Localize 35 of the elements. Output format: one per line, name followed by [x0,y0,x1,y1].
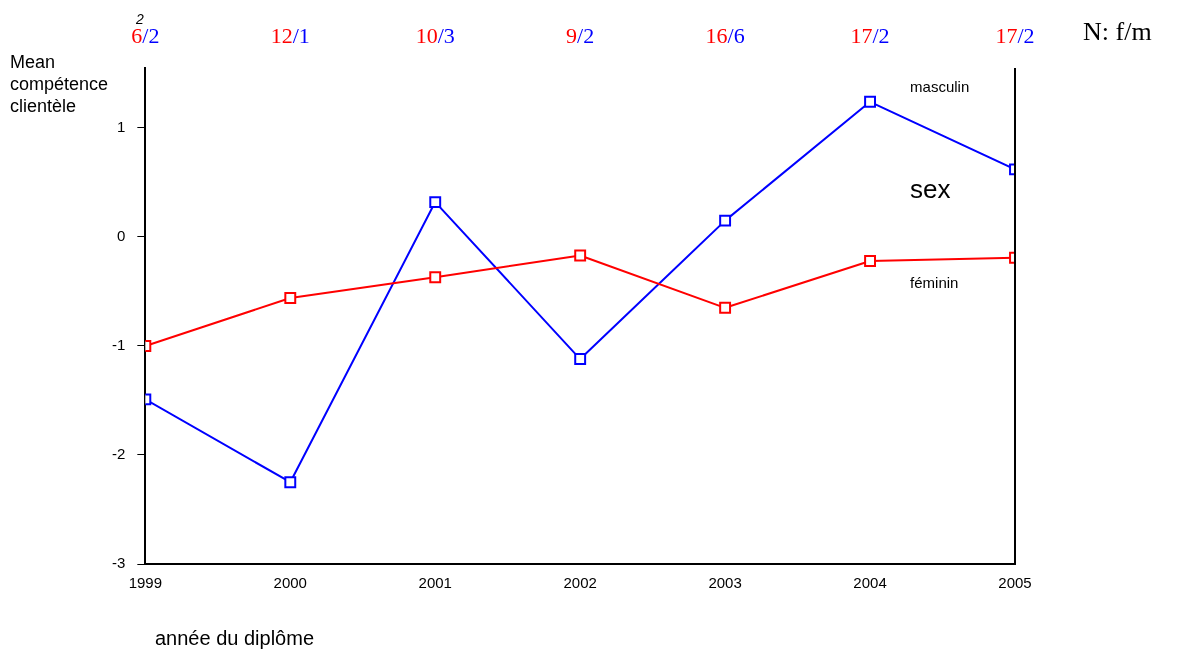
text: 17/2 [995,23,1035,48]
text: 17/2 [850,23,890,48]
point [864,95,877,108]
x-tick-label: 2002 [563,574,597,592]
y-axis-title: Mean compétence clientèle [10,52,109,116]
point [719,214,732,227]
y-tick-label: 1 [116,118,126,136]
point [429,271,442,284]
y-tick-label: 0 [116,227,126,245]
series-label: masculin [910,77,970,95]
y-tick-label: -1 [111,336,126,354]
x-axis-title: année du diplôme [155,627,315,649]
series-label: féminin [910,273,959,291]
text: 10/3 [415,23,455,48]
point [719,301,732,314]
point [284,476,297,489]
text: 2 [148,23,160,48]
point [864,255,877,267]
y-tick-label: -3 [111,554,126,572]
x-tick-label: 2004 [853,574,887,592]
legend-title: sex [910,174,951,204]
y-tick-label: -2 [111,445,126,463]
x-tick-label: 2003 [708,574,742,592]
x-tick-label: 1999 [128,574,163,592]
x-tick-label: 2000 [273,574,307,592]
point [574,353,587,366]
x-tick-label: 2005 [998,574,1032,592]
text: 16/6 [705,23,745,48]
point [574,249,587,262]
text: 9/2 [566,23,595,48]
point [284,292,297,304]
x-tick-label: 2001 [418,574,452,592]
text: N: f/m [1083,17,1152,46]
text: 12/1 [270,23,310,48]
point [429,196,442,209]
